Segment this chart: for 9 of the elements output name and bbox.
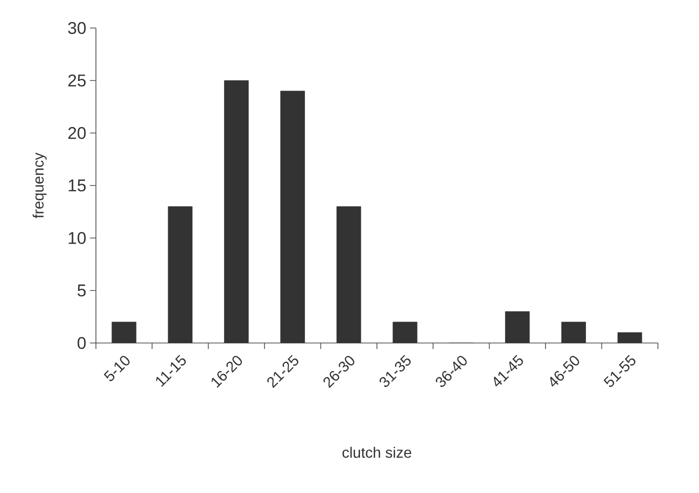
y-tick-label: 5 — [78, 284, 86, 296]
y-tick-label: 15 — [68, 180, 86, 192]
y-tick-label: 0 — [78, 336, 86, 350]
x-axis-title: clutch size — [342, 446, 412, 458]
y-tick-label: 20 — [68, 126, 86, 140]
y-tick-label: 10 — [68, 232, 86, 244]
y-tick-label: 30 — [68, 22, 86, 34]
y-axis-title: frequency — [32, 152, 47, 218]
y-tick-label: 25 — [68, 74, 86, 87]
